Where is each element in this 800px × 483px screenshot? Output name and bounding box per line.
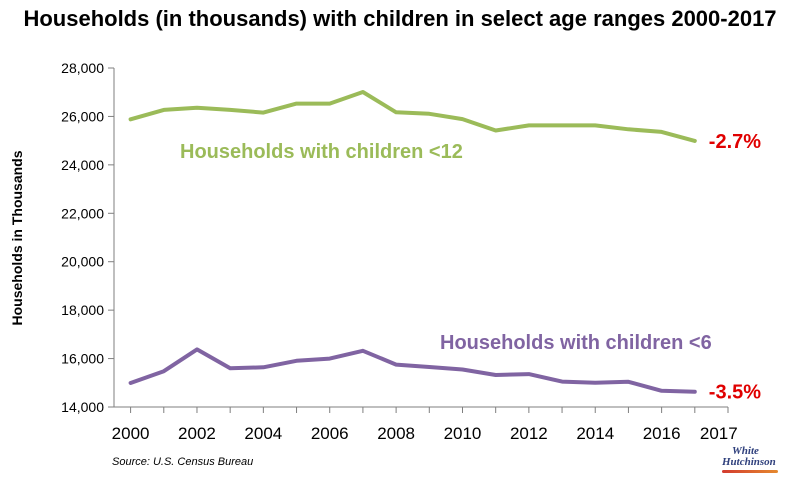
chart-title: Households (in thousands) with children … (23, 6, 777, 31)
x-axis: 2000 2002 2004 2006 2008 2010 2012 2014 2016 2017 (112, 406, 738, 443)
logo-line-2: Hutchinson (722, 456, 776, 468)
y-tick-label: 14,000 (61, 399, 104, 415)
source-note: Source: U.S. Census Bureau (112, 456, 254, 468)
x-tick-label: 2008 (377, 424, 415, 443)
x-tick-label: 2006 (311, 424, 349, 443)
logo-line-1: White (732, 445, 759, 457)
y-tick-label: 22,000 (61, 205, 104, 221)
series-name-label-1: Households with children <12 (180, 141, 463, 163)
x-tick-label: 2017 (700, 424, 738, 443)
y-axis: 14,000 16,000 18,000 20,000 22,000 24,000 26,0… (61, 60, 115, 415)
series-change-label-2: -3.5% (709, 382, 761, 404)
white-hutchinson-logo: White Hutchinson (722, 446, 794, 480)
x-tick-label: 2016 (643, 424, 681, 443)
x-tick-label: 2014 (576, 424, 614, 443)
x-tick-label: 2000 (112, 424, 150, 443)
y-tick-label: 26,000 (61, 108, 104, 124)
x-tick-label: 2010 (444, 424, 482, 443)
y-tick-label: 18,000 (61, 302, 104, 318)
series-line-2 (128, 347, 697, 394)
series-name-label-2: Households with children <6 (440, 332, 712, 354)
y-tick-label: 28,000 (61, 60, 104, 76)
x-tick-label: 2012 (510, 424, 548, 443)
series-change-label-1: -2.7% (709, 131, 761, 153)
x-tick-label: 2004 (244, 424, 282, 443)
series-labels: Households with children <12 -2.7% Househo… (180, 131, 761, 404)
x-tick-label: 2002 (178, 424, 216, 443)
logo-swoosh-icon (722, 470, 778, 473)
series-line-1 (128, 90, 697, 143)
y-tick-label: 24,000 (61, 157, 104, 173)
y-axis-label: Households in Thousands (9, 150, 25, 325)
y-tick-label: 16,000 (61, 351, 104, 367)
y-tick-label: 20,000 (61, 254, 104, 270)
series-lines (128, 90, 697, 394)
